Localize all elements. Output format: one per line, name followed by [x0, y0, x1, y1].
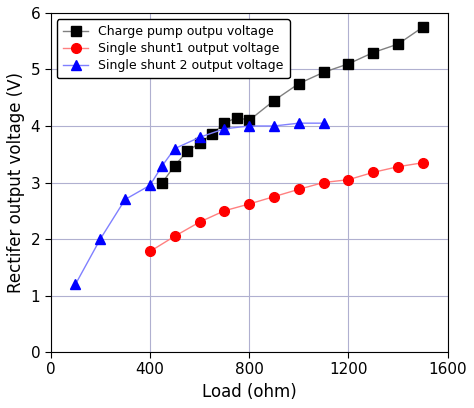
Single shunt1 output voltage: [197, 220, 202, 224]
Single shunt1 output voltage: [246, 202, 252, 206]
Single shunt 2 output voltage: [172, 146, 178, 151]
Single shunt 2 output voltage: [246, 124, 252, 129]
Single shunt 2 output voltage: [159, 163, 165, 168]
Single shunt1 output voltage: [395, 164, 401, 169]
Line: Charge pump outpu voltage: Charge pump outpu voltage: [157, 22, 428, 187]
Single shunt1 output voltage: [147, 249, 153, 254]
Charge pump outpu voltage: [172, 163, 178, 168]
Y-axis label: Rectifer output voltage (V): Rectifer output voltage (V): [7, 72, 25, 293]
Charge pump outpu voltage: [159, 180, 165, 185]
Charge pump outpu voltage: [221, 121, 227, 126]
Charge pump outpu voltage: [371, 50, 376, 55]
Legend: Charge pump outpu voltage, Single shunt1 output voltage, Single shunt 2 output v: Charge pump outpu voltage, Single shunt1…: [57, 19, 290, 78]
Single shunt1 output voltage: [346, 177, 351, 182]
Single shunt 2 output voltage: [221, 126, 227, 131]
Single shunt 2 output voltage: [296, 121, 301, 126]
Line: Single shunt 2 output voltage: Single shunt 2 output voltage: [71, 118, 328, 289]
Single shunt 2 output voltage: [122, 197, 128, 202]
Single shunt1 output voltage: [321, 180, 327, 185]
Charge pump outpu voltage: [271, 98, 277, 103]
Charge pump outpu voltage: [209, 132, 215, 137]
Charge pump outpu voltage: [296, 81, 301, 86]
Charge pump outpu voltage: [184, 149, 190, 154]
Single shunt 2 output voltage: [271, 124, 277, 129]
Single shunt1 output voltage: [296, 187, 301, 192]
Single shunt 2 output voltage: [197, 135, 202, 140]
Charge pump outpu voltage: [234, 115, 240, 120]
X-axis label: Load (ohm): Load (ohm): [202, 383, 297, 401]
Single shunt 2 output voltage: [321, 121, 327, 126]
Charge pump outpu voltage: [197, 140, 202, 145]
Charge pump outpu voltage: [395, 42, 401, 47]
Charge pump outpu voltage: [321, 70, 327, 75]
Single shunt 2 output voltage: [73, 282, 78, 287]
Single shunt1 output voltage: [221, 208, 227, 213]
Single shunt1 output voltage: [271, 194, 277, 199]
Charge pump outpu voltage: [420, 24, 426, 29]
Single shunt 2 output voltage: [147, 183, 153, 188]
Charge pump outpu voltage: [346, 61, 351, 66]
Single shunt1 output voltage: [172, 234, 178, 239]
Single shunt1 output voltage: [371, 170, 376, 175]
Single shunt1 output voltage: [420, 160, 426, 165]
Single shunt 2 output voltage: [98, 237, 103, 242]
Line: Single shunt1 output voltage: Single shunt1 output voltage: [145, 158, 428, 256]
Charge pump outpu voltage: [246, 118, 252, 123]
